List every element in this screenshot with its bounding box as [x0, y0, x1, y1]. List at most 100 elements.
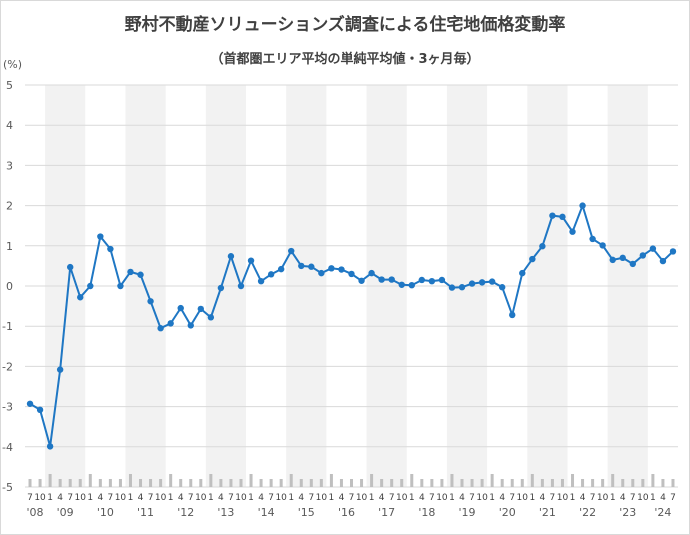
month-tick-label: 4	[258, 493, 264, 503]
data-point	[569, 228, 576, 235]
year-tick-label: '08	[27, 506, 44, 519]
year-tick-label: '20	[499, 506, 516, 519]
month-tick-label: 1	[128, 493, 134, 503]
data-point	[167, 320, 174, 327]
month-tick-label: 10	[155, 493, 167, 503]
month-tick-label: 1	[610, 493, 616, 503]
month-tick-label: 1	[87, 493, 93, 503]
data-point	[498, 284, 506, 291]
data-point	[629, 260, 636, 268]
axis-tick-mark	[651, 474, 655, 487]
month-tick-label: 7	[228, 493, 234, 503]
data-point	[298, 262, 305, 270]
month-tick-label: 7	[389, 493, 395, 503]
axis-tick-mark	[309, 479, 313, 487]
month-tick-label: 7	[670, 493, 676, 503]
month-tick-label: 10	[517, 493, 529, 503]
data-point	[207, 314, 215, 321]
month-tick-label: 7	[630, 493, 636, 503]
month-tick-label: 10	[75, 493, 87, 503]
month-tick-label: 10	[235, 493, 247, 503]
axis-tick-mark	[118, 479, 122, 487]
data-point	[408, 281, 415, 289]
y-tick-label: 5	[6, 79, 13, 92]
axis-tick-mark	[430, 479, 434, 487]
axis-tick-mark	[199, 479, 203, 487]
axis-tick-mark	[601, 479, 605, 487]
axis-tick-mark	[560, 479, 564, 487]
month-tick-label: 10	[115, 493, 127, 503]
data-point	[257, 277, 265, 285]
data-point	[519, 269, 526, 277]
axis-tick-mark	[279, 479, 283, 487]
data-point	[348, 270, 355, 278]
month-tick-label: 7	[108, 493, 114, 503]
data-point	[227, 253, 235, 260]
axis-tick-mark	[420, 479, 424, 487]
axis-tick-mark	[28, 479, 32, 487]
year-tick-label: '09	[57, 506, 74, 519]
month-tick-label: 1	[168, 493, 174, 503]
year-tick-label: '13	[217, 506, 234, 519]
month-tick-label: 10	[436, 493, 448, 503]
axis-tick-mark	[169, 474, 173, 487]
data-point	[659, 257, 667, 265]
axis-tick-mark	[520, 479, 524, 487]
data-point	[609, 256, 616, 264]
month-tick-label: 4	[419, 493, 425, 503]
month-tick-label: 10	[557, 493, 569, 503]
axis-tick-mark	[460, 479, 464, 487]
axis-tick-mark	[139, 479, 143, 487]
data-point	[549, 212, 556, 219]
data-point	[97, 233, 104, 240]
month-tick-label: 7	[509, 493, 515, 503]
month-tick-label: 4	[540, 493, 546, 503]
month-tick-label: 7	[550, 493, 556, 503]
data-point	[669, 248, 677, 255]
data-point	[127, 268, 134, 276]
data-point	[418, 276, 426, 284]
data-point	[579, 202, 586, 209]
data-point	[77, 294, 84, 301]
data-point	[539, 243, 546, 250]
year-tick-label: '16	[338, 506, 355, 519]
data-point	[468, 280, 476, 287]
month-tick-label: 1	[489, 493, 495, 503]
axis-tick-mark	[631, 479, 635, 487]
y-tick-label: -2	[2, 360, 13, 373]
data-point	[589, 235, 596, 243]
axis-tick-mark	[159, 479, 163, 487]
data-point	[448, 284, 456, 291]
month-tick-label: 7	[148, 493, 154, 503]
data-point	[177, 304, 184, 312]
month-tick-label: 4	[379, 493, 385, 503]
axis-tick-mark	[410, 474, 414, 487]
axis-tick-mark	[339, 479, 343, 487]
year-tick-label: '24	[654, 506, 671, 519]
month-tick-label: 10	[597, 493, 609, 503]
month-tick-label: 10	[637, 493, 649, 503]
y-tick-label: -5	[2, 481, 13, 494]
data-point	[117, 282, 124, 290]
y-tick-label: -3	[2, 401, 13, 414]
axis-tick-mark	[48, 474, 52, 487]
month-tick-label: 7	[469, 493, 475, 503]
axis-tick-mark	[259, 479, 263, 487]
data-point	[378, 276, 385, 283]
axis-tick-mark	[269, 479, 273, 487]
data-point	[157, 325, 164, 332]
data-point	[529, 255, 536, 263]
data-point	[247, 257, 255, 264]
axis-tick-mark	[209, 474, 213, 487]
year-tick-label: '18	[418, 506, 435, 519]
month-tick-label: 4	[660, 493, 666, 503]
month-tick-label: 4	[97, 493, 103, 503]
month-tick-label: 7	[188, 493, 194, 503]
axis-tick-mark	[550, 479, 554, 487]
axis-tick-mark	[98, 479, 102, 487]
data-point	[308, 263, 315, 270]
month-tick-label: 7	[268, 493, 274, 503]
month-tick-label: 4	[298, 493, 304, 503]
axis-tick-mark	[219, 479, 223, 487]
data-point	[197, 305, 205, 313]
